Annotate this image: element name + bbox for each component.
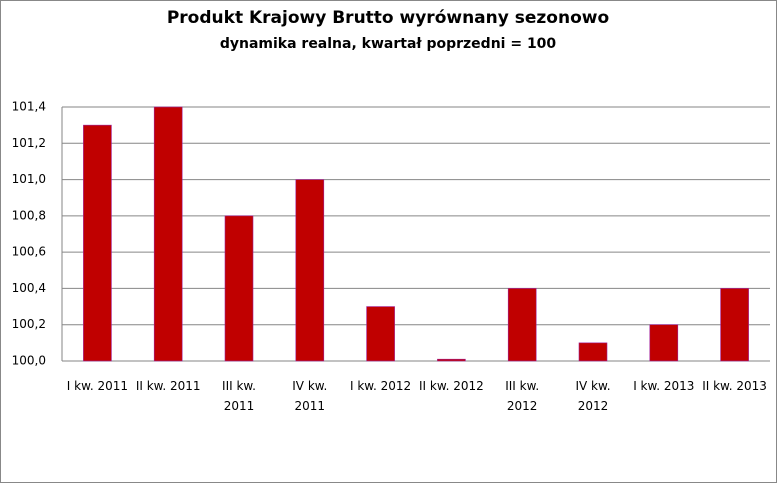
x-tick-label: I kw. 2012 bbox=[350, 379, 412, 393]
y-tick-label: 101,4 bbox=[12, 100, 46, 114]
bar bbox=[295, 179, 325, 362]
bar bbox=[578, 342, 608, 362]
chart-title: Produkt Krajowy Brutto wyrównany sezonow… bbox=[167, 8, 609, 28]
y-tick-label: 100,0 bbox=[12, 354, 46, 368]
bar bbox=[366, 306, 395, 362]
y-tick-label: 100,6 bbox=[12, 245, 46, 259]
bar bbox=[437, 358, 466, 362]
bar bbox=[83, 124, 112, 362]
chart-subtitle: dynamika realna, kwartał poprzedni = 100 bbox=[220, 36, 557, 52]
x-tick-label: IV kw. 2011 bbox=[292, 379, 328, 413]
x-tick-label: III kw. 2012 bbox=[505, 379, 540, 413]
bar bbox=[649, 324, 679, 362]
x-tick-label: I kw. 2011 bbox=[66, 379, 128, 393]
bar bbox=[153, 106, 183, 362]
bar bbox=[224, 215, 254, 362]
x-tick-label: II kw. 2012 bbox=[419, 379, 484, 393]
x-tick-label: III kw. 2011 bbox=[222, 379, 256, 413]
x-tick-label: IV kw. 2012 bbox=[575, 379, 611, 413]
y-tick-label: 101,0 bbox=[12, 172, 46, 186]
x-tick-label: I kw. 2013 bbox=[633, 379, 695, 393]
y-tick-label: 100,4 bbox=[12, 281, 46, 295]
x-tick-label: II kw. 2011 bbox=[135, 379, 201, 393]
y-tick-label: 100,8 bbox=[12, 208, 46, 222]
y-tick-label: 101,2 bbox=[12, 136, 46, 150]
y-tick-label: 100,2 bbox=[12, 317, 46, 331]
bar bbox=[720, 288, 749, 362]
bar bbox=[507, 288, 537, 362]
x-tick-label: II kw. 2013 bbox=[702, 379, 767, 393]
